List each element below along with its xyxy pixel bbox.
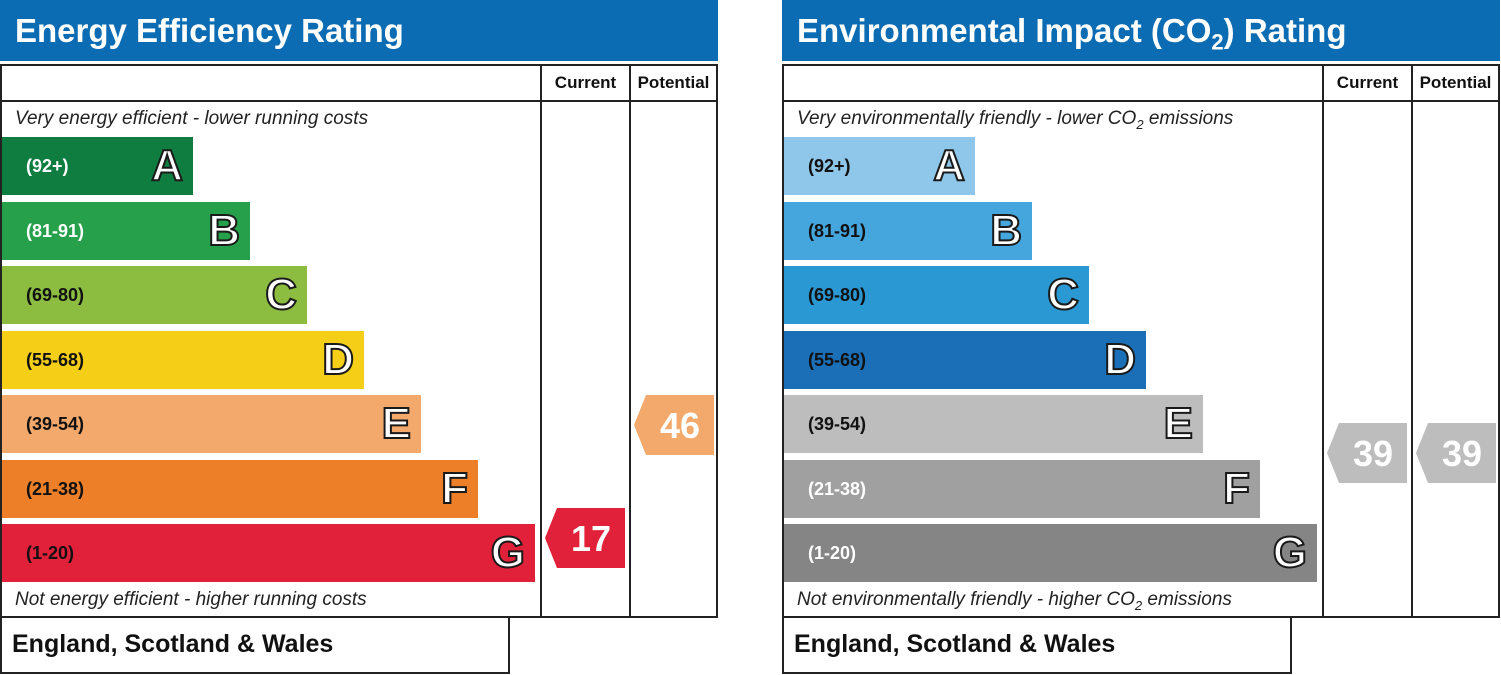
current-column-divider [540, 64, 542, 618]
title-end: ) Rating [1223, 12, 1347, 49]
region-footer: England, Scotland & Wales [0, 618, 510, 674]
current-rating-arrow: 17 [545, 508, 625, 568]
current-column-header: Current [554, 73, 617, 92]
band-d: (55-68) D [784, 330, 1146, 389]
band-range-label: (92+) [808, 156, 851, 176]
potential-column-header: Potential [637, 73, 710, 92]
rating-arrow-fill [545, 508, 625, 568]
rating-arrow-fill [634, 395, 714, 455]
bottom-note: Not energy efficient - higher running co… [15, 589, 367, 610]
potential-column-divider [629, 64, 631, 618]
panel-title: Environmental Impact (CO2) Rating [782, 0, 1500, 61]
band-letter: A [932, 140, 966, 191]
band-g: (1-20) G [2, 524, 535, 582]
potential-rating-arrow: 46 [634, 395, 714, 455]
band-a: (92+) A [784, 137, 975, 195]
rating-arrow-fill [1327, 423, 1407, 483]
band-range-label: (92+) [26, 156, 69, 176]
band-letter: G [490, 527, 526, 578]
title-subscript: 2 [1211, 29, 1224, 55]
current-rating-arrow: 39 [1327, 423, 1407, 483]
bottom-note-main: Not environmentally friendly - higher CO [797, 589, 1135, 610]
band-letter: B [207, 205, 241, 256]
rating-arrow-fill [1416, 423, 1496, 483]
band-range-label: (55-68) [808, 349, 867, 370]
band-range-label: (69-80) [26, 285, 85, 305]
band-range-label: (39-54) [26, 414, 85, 434]
band-range-label: (21-38) [26, 478, 85, 499]
band-letter: D [1103, 334, 1137, 385]
top-note-subscript: 2 [1136, 116, 1144, 132]
rating-arrow-value: 46 [660, 405, 700, 446]
band-e: (39-54) E [2, 395, 421, 453]
band-range-label: (81-91) [26, 220, 85, 241]
rating-arrow-shape: 39 [1327, 423, 1407, 483]
rating-arrow-value: 39 [1442, 433, 1482, 474]
rating-arrow-value: 17 [571, 518, 611, 559]
rating-arrow-shape: 39 [1416, 423, 1496, 483]
bottom-note: Not environmentally friendly - higher CO… [797, 589, 1232, 613]
region-footer: England, Scotland & Wales [782, 618, 1292, 674]
band-b: (81-91) B [784, 201, 1032, 260]
chart-frame [0, 64, 718, 618]
band-b: (81-91) B [2, 201, 250, 260]
band-a: (92+) A [2, 137, 193, 195]
title-main: Environmental Impact (CO [797, 12, 1212, 49]
band-c: (69-80) C [784, 266, 1089, 324]
bottom-note-end: emissions [1142, 589, 1232, 610]
header-divider [782, 100, 1500, 102]
band-letter: F [440, 463, 469, 514]
band-letter: C [264, 269, 298, 320]
rating-arrow-shape: 46 [634, 395, 714, 455]
band-g: (1-20) G [784, 524, 1317, 582]
band-f: (21-38) F [784, 459, 1260, 518]
band-range-label: (81-91) [808, 220, 867, 241]
band-letter: C [1046, 269, 1080, 320]
bottom-note-subscript: 2 [1134, 597, 1143, 613]
band-range-label: (39-54) [808, 414, 867, 434]
band-letter: A [150, 140, 184, 191]
header-divider [0, 100, 718, 102]
band-range-label: (55-68) [26, 349, 85, 370]
top-note: Very environmentally friendly - lower CO… [797, 108, 1233, 132]
band-range-label: (21-38) [808, 478, 867, 499]
band-letter: D [321, 334, 355, 385]
rating-arrow-shape: 17 [545, 508, 625, 568]
band-d: (55-68) D [2, 330, 364, 389]
panel-title: Energy Efficiency Rating [0, 0, 718, 61]
band-letter: B [989, 205, 1023, 256]
current-column-header: Current [1336, 73, 1399, 92]
band-letter: F [1222, 463, 1251, 514]
band-c: (69-80) C [2, 266, 307, 324]
environmental-impact-panel: Environmental Impact (CO2) Rating Curren… [782, 0, 1500, 675]
rating-arrow-value: 39 [1353, 433, 1393, 474]
top-note-main: Very environmentally friendly - lower CO [797, 108, 1137, 129]
potential-column-divider [1411, 64, 1413, 618]
band-letter: E [381, 398, 412, 449]
band-range-label: (1-20) [808, 543, 857, 563]
band-f: (21-38) F [2, 459, 478, 518]
current-column-divider [1322, 64, 1324, 618]
band-letter: G [1272, 527, 1308, 578]
potential-column-header: Potential [1419, 73, 1492, 92]
top-note-end: emissions [1143, 108, 1234, 129]
band-range-label: (1-20) [26, 543, 75, 563]
band-letter: E [1163, 398, 1194, 449]
energy-efficiency-panel: Energy Efficiency Rating Current Potenti… [0, 0, 718, 675]
potential-rating-arrow: 39 [1416, 423, 1496, 483]
band-e: (39-54) E [784, 395, 1203, 453]
band-range-label: (69-80) [808, 285, 867, 305]
top-note: Very energy efficient - lower running co… [15, 108, 369, 129]
chart-frame [782, 64, 1500, 618]
